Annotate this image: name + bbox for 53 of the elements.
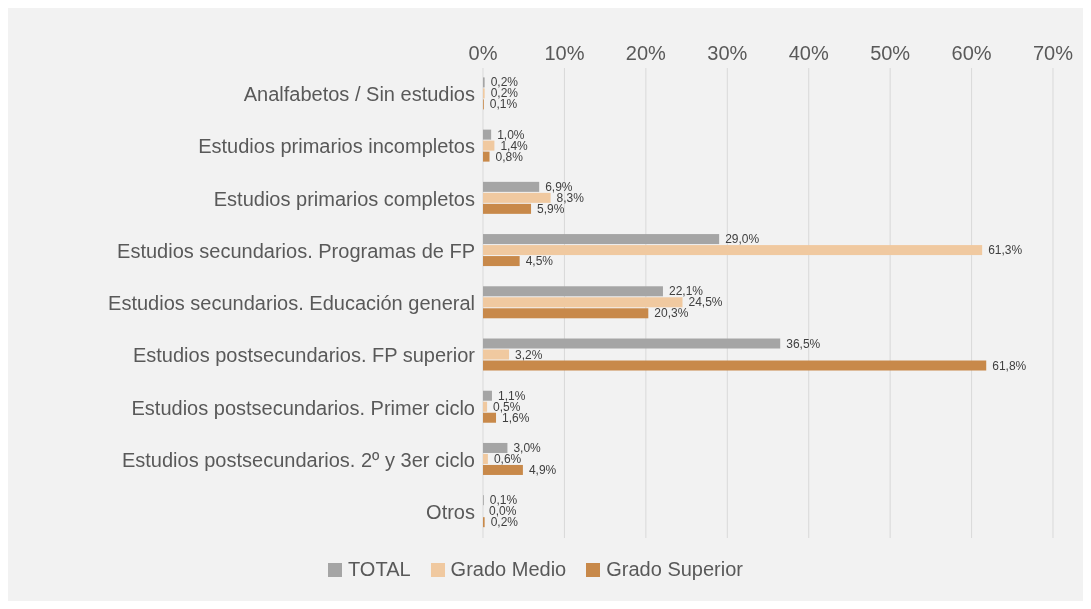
- data-label: 1,1%: [497, 388, 526, 403]
- y-tick-label: Estudios postsecundarios. FP superior: [132, 344, 476, 367]
- data-label: 1,0%: [497, 127, 525, 142]
- data-label: 36,5%: [786, 336, 821, 351]
- bar: [483, 181, 540, 192]
- bar: [483, 308, 649, 319]
- data-label: 29,0%: [725, 232, 760, 247]
- bar: [483, 442, 508, 453]
- y-tick-label: Estudios secundarios. Educación general: [108, 292, 475, 315]
- y-tick-label: Estudios postsecundarios. Primer ciclo: [131, 396, 475, 419]
- data-label: 3,0%: [513, 440, 542, 455]
- bar: [483, 245, 983, 256]
- bar: [483, 140, 495, 151]
- bar: [483, 349, 510, 360]
- x-tick-label: 10%: [544, 42, 585, 64]
- x-tick-label: 30%: [707, 42, 748, 64]
- data-label: 61,3%: [988, 243, 1023, 258]
- bar: [483, 129, 492, 140]
- legend-label: Grado Medio: [450, 558, 567, 581]
- bar: [483, 256, 520, 267]
- bar: [483, 401, 488, 412]
- data-label: 1,6%: [502, 410, 530, 425]
- bar: [483, 390, 492, 401]
- y-tick-label: Estudios primarios incompletos: [198, 135, 475, 158]
- legend-label: Grado Superior: [606, 558, 743, 581]
- bar: [483, 453, 488, 464]
- x-tick-label: 40%: [788, 42, 829, 64]
- legend-label: TOTAL: [348, 558, 411, 581]
- x-tick-label: 20%: [625, 42, 667, 64]
- bar: [483, 338, 781, 349]
- bar: [483, 192, 551, 203]
- bar: [483, 203, 532, 214]
- bar: [483, 297, 683, 308]
- x-tick-label: 60%: [951, 42, 992, 64]
- bar: [483, 412, 497, 423]
- bar: [483, 151, 490, 162]
- x-tick-label: 0%: [468, 42, 498, 64]
- bar: [483, 464, 523, 475]
- y-tick-label: Otros: [426, 500, 475, 523]
- bar: [483, 360, 987, 371]
- bar: [483, 234, 720, 245]
- data-label: 61,8%: [992, 358, 1027, 373]
- y-tick-label: Estudios secundarios. Programas de FP: [117, 239, 475, 262]
- data-label: 4,5%: [525, 254, 554, 269]
- x-tick-label: 70%: [1032, 42, 1074, 64]
- data-label: 4,9%: [528, 462, 557, 477]
- y-tick-label: Estudios postsecundarios. 2º y 3er ciclo: [121, 448, 475, 471]
- x-tick-label: 50%: [870, 42, 911, 64]
- bar: [483, 286, 663, 297]
- data-label: 20,3%: [654, 306, 689, 321]
- data-label: 3,2%: [515, 347, 543, 362]
- y-tick-label: Estudios primarios completos: [213, 187, 475, 210]
- y-tick-label: Analfabetos / Sin estudios: [243, 83, 475, 106]
